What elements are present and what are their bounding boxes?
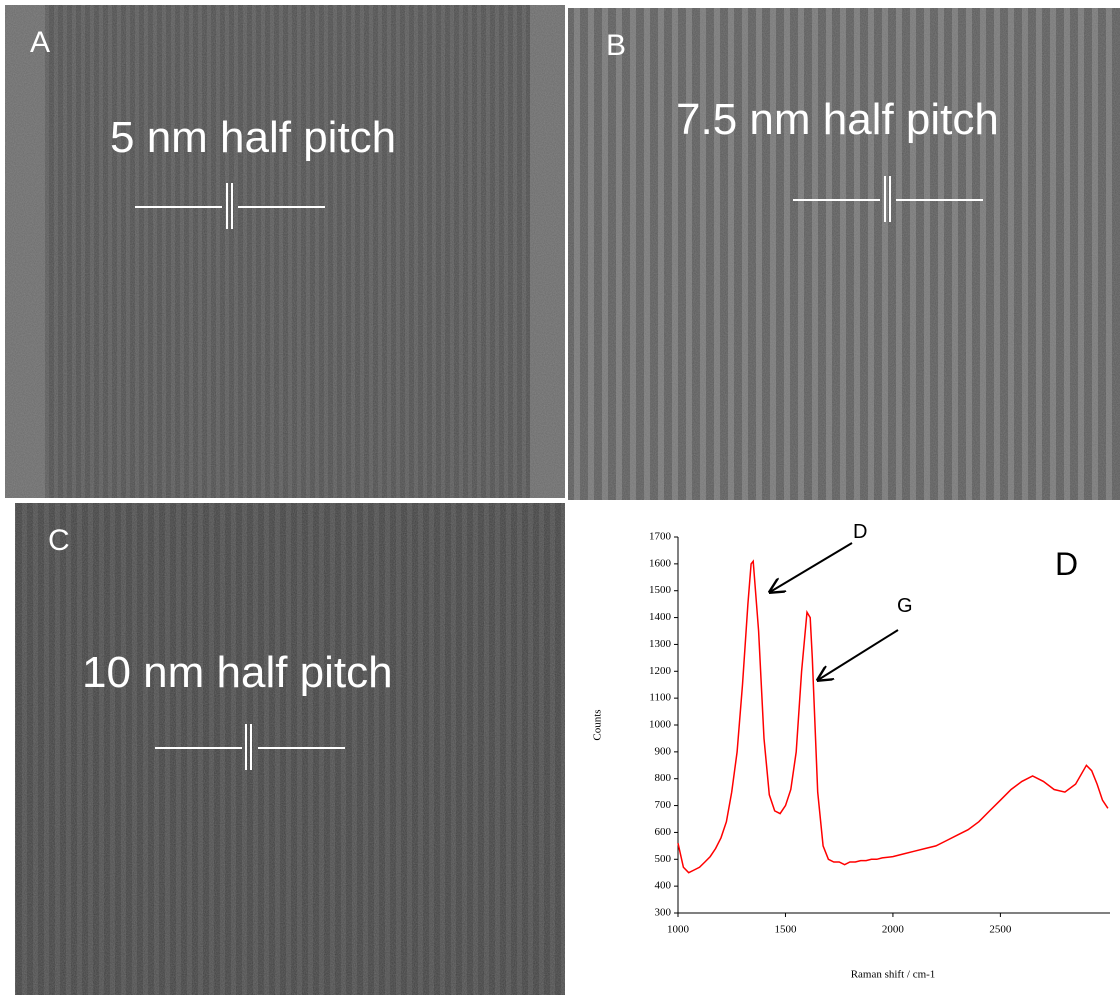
y-tick-label: 1700 — [649, 531, 672, 543]
y-tick-label: 1300 — [649, 638, 672, 650]
y-tick-label: 900 — [655, 745, 672, 757]
annotation: G — [897, 595, 913, 617]
y-tick-label: 1400 — [649, 611, 672, 623]
panel-c: C 10 nm half pitch — [15, 503, 565, 995]
spectrum-line — [677, 559, 1109, 874]
y-tick-label: 1500 — [649, 584, 672, 596]
y-tick-label: 400 — [655, 880, 672, 892]
y-tick-label: 1000 — [649, 719, 672, 731]
y-tick-label: 800 — [655, 772, 672, 784]
annotation: D — [853, 521, 867, 543]
y-tick-label: 700 — [655, 799, 672, 811]
x-axis-label: Raman shift / cm-1 — [851, 969, 936, 981]
y-axis-label: Counts — [592, 709, 604, 740]
caption: 5 nm half pitch — [110, 113, 396, 162]
x-tick-label: 2000 — [882, 924, 905, 936]
y-tick-label: 1100 — [649, 692, 671, 704]
x-tick-label: 1500 — [774, 924, 797, 936]
y-tick-label: 600 — [655, 826, 672, 838]
annotation-arrow — [770, 542, 853, 592]
y-tick-label: 500 — [655, 853, 672, 865]
annotation-arrow — [818, 629, 899, 680]
panel-label: D — [1055, 546, 1078, 582]
caption: 7.5 nm half pitch — [676, 95, 999, 144]
panel-b: B 7.5 nm half pitch — [568, 8, 1120, 500]
panel-a: A 5 nm half pitch — [5, 5, 565, 498]
raman-chart: D D G Counts Raman shift / cm-1 300 400 50… — [568, 503, 1120, 995]
panel-label: B — [606, 29, 626, 62]
panel-label: C — [48, 524, 70, 557]
panel-label: A — [30, 26, 50, 59]
x-tick-label: 2500 — [989, 924, 1012, 936]
y-tick-label: 300 — [655, 907, 672, 919]
y-tick-label: 1600 — [649, 557, 672, 569]
x-tick-label: 1000 — [667, 924, 690, 936]
y-tick-label: 1200 — [649, 665, 672, 677]
caption: 10 nm half pitch — [82, 648, 393, 697]
